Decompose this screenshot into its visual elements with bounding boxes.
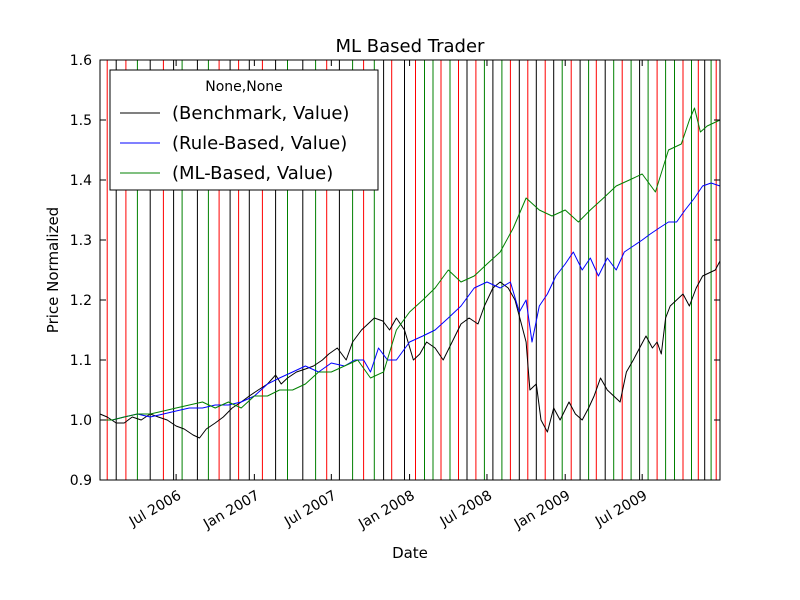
y-tick-label: 1.4 bbox=[70, 173, 92, 189]
y-tick-label: 1.6 bbox=[70, 53, 92, 69]
legend: None,None (Benchmark, Value) (Rule-Based… bbox=[109, 69, 379, 191]
legend-entry-benchmark: (Benchmark, Value) bbox=[172, 103, 349, 124]
legend-entry-ml-based: (ML-Based, Value) bbox=[172, 163, 333, 184]
y-tick-label: 1.5 bbox=[70, 113, 92, 129]
legend-title: None,None bbox=[205, 79, 283, 95]
y-tick-label: 1.0 bbox=[70, 413, 92, 429]
chart-title: ML Based Trader bbox=[336, 36, 486, 57]
y-tick-label: 1.2 bbox=[70, 293, 92, 309]
y-tick-label: 0.9 bbox=[70, 473, 92, 489]
y-axis-label: Price Normalized bbox=[44, 207, 62, 333]
x-axis-label: Date bbox=[392, 544, 428, 562]
series-lines bbox=[99, 107, 721, 439]
y-tick-label: 1.3 bbox=[70, 233, 92, 249]
series-benchmark-line bbox=[99, 260, 721, 439]
series-ml-based-line bbox=[100, 107, 721, 421]
legend-entry-rule-based: (Rule-Based, Value) bbox=[172, 133, 347, 154]
y-tick-label: 1.1 bbox=[70, 353, 92, 369]
series-rule-based-line bbox=[100, 182, 721, 421]
legend-box bbox=[109, 69, 379, 191]
